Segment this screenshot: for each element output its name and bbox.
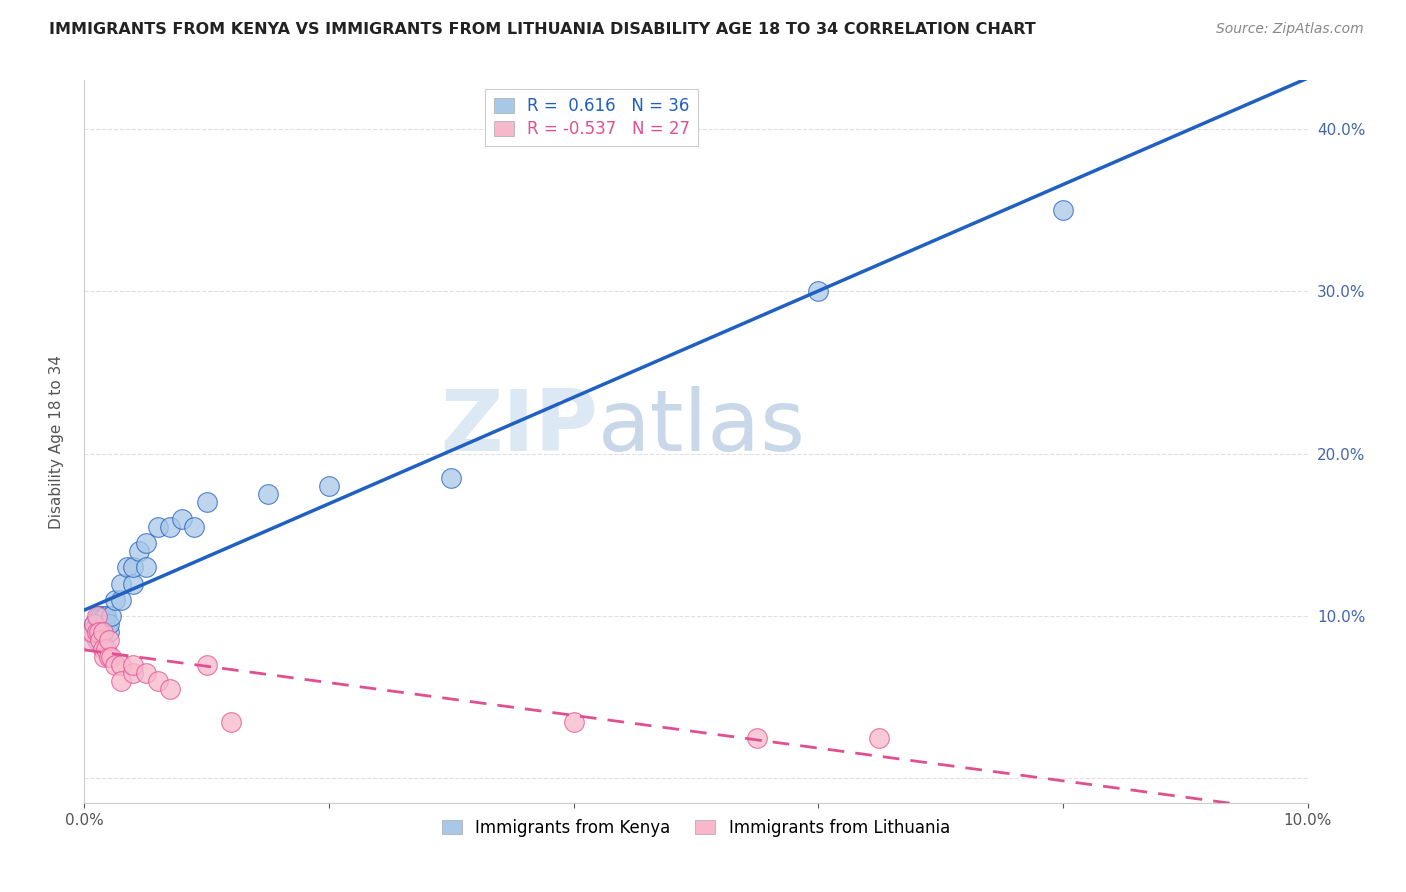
Point (104, 657, 127, 672)
Point (89, 617, 111, 632)
Point (100, 649, 122, 664)
Point (135, 665, 157, 680)
Text: ZIP: ZIP (440, 385, 598, 468)
Point (100, 609, 122, 624)
Point (91, 641, 114, 656)
Point (83, 617, 105, 632)
Point (115, 560, 138, 574)
Point (172, 511, 194, 525)
Point (135, 560, 157, 574)
Point (87, 609, 110, 624)
Point (195, 657, 218, 672)
Text: IMMIGRANTS FROM KENYA VS IMMIGRANTS FROM LITHUANIA DISABILITY AGE 18 TO 34 CORRE: IMMIGRANTS FROM KENYA VS IMMIGRANTS FROM… (49, 22, 1036, 37)
Point (97, 633, 120, 648)
Point (86, 625, 108, 640)
Point (86, 617, 108, 632)
Point (122, 665, 145, 680)
Point (318, 479, 340, 493)
Point (110, 576, 132, 591)
Point (79, 625, 101, 640)
Point (82, 625, 104, 640)
Point (122, 560, 145, 574)
Point (96, 609, 118, 624)
Point (159, 682, 181, 697)
Point (219, 714, 242, 729)
Point (869, 731, 891, 745)
Point (96, 641, 118, 656)
Point (93, 649, 115, 664)
Point (89, 633, 111, 648)
Point (562, 714, 585, 729)
Point (146, 673, 169, 688)
Point (440, 471, 463, 485)
Point (97, 617, 120, 632)
Point (94, 617, 117, 632)
Point (128, 544, 150, 558)
Point (80, 625, 103, 640)
Point (79, 633, 101, 648)
Point (183, 520, 205, 534)
Point (97, 649, 120, 664)
Point (747, 731, 769, 745)
Text: atlas: atlas (598, 385, 806, 468)
Point (135, 536, 157, 550)
Point (159, 520, 181, 534)
Point (93, 609, 115, 624)
Point (91, 625, 114, 640)
Point (146, 520, 169, 534)
Point (87, 625, 110, 640)
Point (110, 673, 132, 688)
Point (807, 285, 830, 299)
Point (86, 633, 108, 648)
Point (122, 657, 145, 672)
Point (83, 617, 105, 632)
Text: Source: ZipAtlas.com: Source: ZipAtlas.com (1216, 22, 1364, 37)
Y-axis label: Disability Age 18 to 34: Disability Age 18 to 34 (49, 354, 63, 529)
Point (86, 625, 108, 640)
Point (104, 592, 127, 607)
Point (97, 625, 120, 640)
Point (110, 592, 132, 607)
Point (91, 625, 114, 640)
Point (91, 617, 114, 632)
Legend: Immigrants from Kenya, Immigrants from Lithuania: Immigrants from Kenya, Immigrants from L… (433, 810, 959, 845)
Point (122, 576, 145, 591)
Point (1052, 203, 1074, 218)
Point (195, 495, 218, 509)
Point (257, 487, 280, 501)
Point (110, 657, 132, 672)
Point (90, 609, 112, 624)
Point (86, 609, 108, 624)
